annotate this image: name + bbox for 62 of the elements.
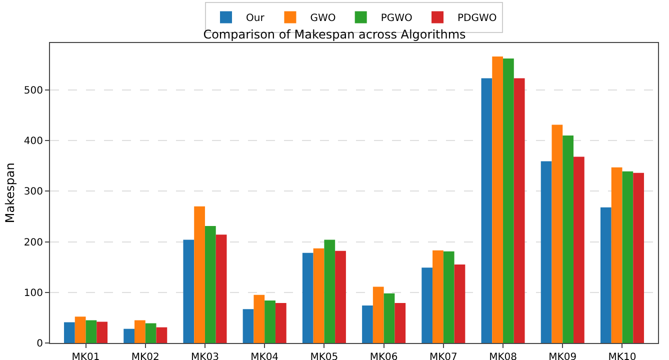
- x-tick-label: MK09: [548, 352, 577, 360]
- bar: [372, 286, 384, 343]
- x-tick-label: MK01: [72, 352, 100, 360]
- y-tick-label: 300: [24, 186, 43, 198]
- bar: [622, 171, 634, 343]
- y-tick-label: 400: [24, 136, 43, 147]
- x-tick-label: MK08: [489, 352, 517, 360]
- x-tick-label: MK02: [131, 352, 160, 360]
- bar: [313, 248, 324, 343]
- bar: [156, 327, 168, 343]
- bar: [454, 264, 466, 343]
- bar: [145, 323, 156, 343]
- bar: [540, 161, 552, 343]
- legend-label: GWO: [310, 13, 336, 24]
- y-tick-label: 0: [36, 338, 43, 350]
- bar: [481, 78, 492, 343]
- chart-title: Comparison of Makespan across Algorithms: [203, 27, 466, 42]
- bar: [216, 234, 227, 343]
- bar: [492, 56, 504, 343]
- legend-label: Our: [246, 13, 266, 24]
- bar: [633, 172, 644, 343]
- bar: [64, 322, 75, 343]
- bar: [362, 306, 373, 343]
- bar: [124, 328, 134, 343]
- bar: [264, 300, 276, 343]
- bar: [394, 303, 406, 343]
- legend-label: PDGWO: [458, 13, 497, 24]
- bar: [302, 252, 314, 343]
- x-tick-label: MK05: [310, 352, 338, 360]
- y-tick-label: 100: [24, 288, 43, 299]
- bar: [86, 320, 97, 343]
- y-axis-title: Makespan: [3, 162, 18, 224]
- bar: [422, 268, 433, 343]
- bar: [503, 58, 514, 343]
- x-tick-label: MK03: [191, 352, 219, 360]
- y-tick-label: 500: [24, 85, 43, 96]
- x-tick-label: MK06: [370, 352, 398, 360]
- bar: [254, 294, 265, 343]
- bar: [443, 251, 454, 343]
- bar: [574, 156, 584, 343]
- bar: [96, 322, 108, 343]
- bar: [600, 207, 612, 343]
- bar: [611, 167, 622, 343]
- bar: [275, 303, 286, 343]
- bar: [384, 293, 395, 343]
- bar: [242, 309, 254, 343]
- x-tick-label: MK07: [429, 352, 458, 360]
- bar: [183, 240, 194, 343]
- y-tick-label: 200: [24, 237, 43, 248]
- x-tick-label: MK04: [250, 352, 279, 360]
- bar: [194, 206, 205, 343]
- bar: [204, 226, 216, 343]
- legend-label: PGWO: [380, 13, 413, 24]
- bar: [74, 316, 86, 343]
- bar: [134, 320, 146, 343]
- bar: [562, 135, 574, 343]
- bar: [432, 250, 444, 343]
- bar: [335, 250, 346, 343]
- bar: [552, 124, 563, 343]
- bar: [514, 78, 525, 343]
- x-tick-label: MK10: [608, 352, 636, 360]
- bar: [324, 240, 336, 343]
